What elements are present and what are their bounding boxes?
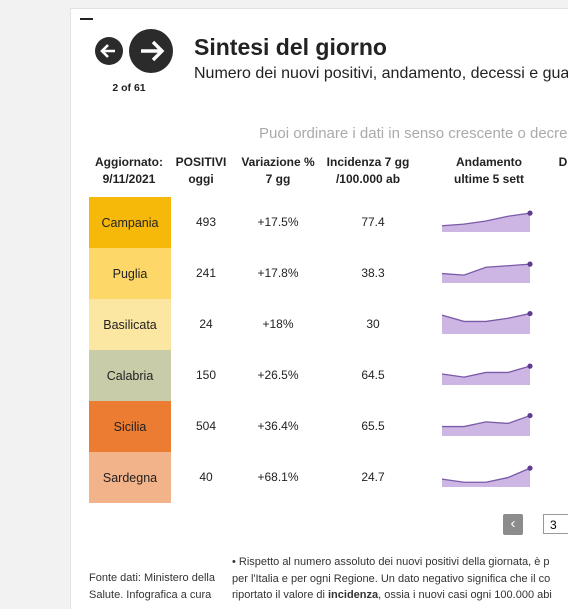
- sparkline: [441, 465, 533, 487]
- sparkline-line: [441, 211, 531, 226]
- variazione: +68.1%: [257, 469, 299, 484]
- incidenza: 64.5: [361, 367, 385, 382]
- incidenza: 30: [366, 316, 380, 331]
- sparkline: [442, 412, 533, 436]
- sparkline-line: [441, 312, 531, 322]
- sparkline-line: [441, 262, 531, 276]
- sparkline-dot: [527, 465, 533, 471]
- sparkline-dot: [527, 310, 533, 316]
- sparkline-area: [442, 467, 530, 487]
- region-cell: Sardegna: [89, 452, 171, 503]
- sparkline-dot: [527, 412, 533, 418]
- sparkline: [441, 210, 533, 232]
- incidenza: 24.7: [361, 469, 385, 484]
- note-line: • Rispetto al numero assoluto dei nuovi …: [232, 556, 550, 568]
- sparkline-area: [442, 415, 530, 436]
- column-header: Variazione % 7 gg: [241, 155, 315, 186]
- region-cell: Sicilia: [89, 401, 171, 452]
- positivi: 40: [199, 469, 213, 484]
- incidenza: 38.3: [361, 265, 385, 280]
- column-header: Aggiornato: 9/11/2021: [95, 155, 163, 186]
- incidenza: 65.5: [361, 418, 385, 433]
- note-bold: incidenza: [328, 589, 379, 601]
- region-cell: Puglia: [89, 248, 171, 299]
- sparkline-area: [442, 365, 530, 385]
- prev-page[interactable]: ‹: [503, 514, 523, 535]
- source-line: Salute. Infografica a cura: [89, 588, 212, 601]
- note-text: riportato il valore di: [232, 589, 328, 601]
- hint: Puoi ordinare i dati in senso crescente …: [259, 125, 568, 142]
- sparkline-dot: [527, 363, 533, 369]
- variazione: +18%: [262, 316, 294, 331]
- incidenza: 77.4: [361, 214, 385, 229]
- sparkline: [441, 310, 533, 334]
- nav-buttons: [95, 29, 173, 73]
- column-header: Andamento ultime 5 sett: [453, 155, 525, 186]
- region-cell: Campania: [89, 197, 171, 248]
- counter: 2 of 61: [112, 82, 146, 94]
- sparkline-dot: [527, 261, 533, 267]
- variazione: +36.4%: [257, 418, 299, 433]
- page-select[interactable]: 3: [543, 514, 568, 534]
- sparkline-area: [442, 212, 530, 232]
- positivi: 150: [195, 367, 217, 382]
- sparkline: [441, 363, 533, 385]
- variazione: +26.5%: [257, 367, 299, 382]
- column-header: POSITIVI oggi: [175, 155, 227, 186]
- column-header: Incidenza 7 gg /100.000 ab: [326, 155, 410, 186]
- column-header: D: [558, 155, 568, 169]
- next-button[interactable]: [129, 29, 173, 73]
- sparkline: [441, 261, 533, 283]
- positivi: 24: [199, 316, 213, 331]
- card: 2 of 61 Sintesi del giorno Numero dei nu…: [70, 8, 568, 609]
- sparkline-line: [442, 414, 531, 427]
- note-text: , ossia i nuovi casi ogni 100.000 abi: [378, 589, 552, 601]
- variazione: +17.5%: [257, 214, 299, 229]
- prev-button[interactable]: [95, 37, 123, 65]
- positivi: 493: [195, 214, 217, 229]
- note-line: riportato il valore di incidenza, ossia …: [232, 587, 552, 604]
- sparkline-line: [441, 365, 531, 378]
- region-cell: Calabria: [89, 350, 171, 401]
- subtitle: Numero dei nuovi positivi, andamento, de…: [194, 65, 568, 82]
- source: Fonte dati: Ministero della Salute. Info…: [89, 570, 215, 603]
- note-line: per l'Italia e per ogni Regione. Un dato…: [232, 572, 551, 585]
- positivi: 504: [195, 418, 217, 433]
- positivi: 241: [195, 265, 217, 280]
- menu-dash: [80, 18, 93, 20]
- source-line: Fonte dati: Ministero della: [89, 572, 215, 584]
- sparkline-line: [441, 467, 531, 483]
- variazione: +17.8%: [257, 265, 299, 280]
- title: Sintesi del giorno: [194, 34, 387, 60]
- region-cell: Basilicata: [89, 299, 171, 350]
- note: • Rispetto al numero assoluto dei nuovi …: [232, 554, 552, 604]
- sparkline-area: [442, 263, 530, 283]
- sparkline-dot: [527, 210, 533, 216]
